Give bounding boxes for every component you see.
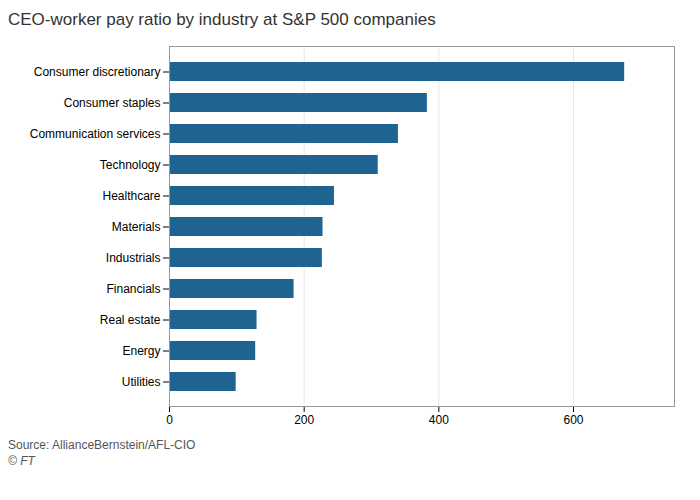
svg-text:Communication services: Communication services <box>30 127 161 141</box>
html-text:Source: AllianceBernstein/AFL-: Source: AllianceBernstein/AFL-CIO <box>8 438 196 452</box>
svg-text:Materials: Materials <box>112 220 161 234</box>
svg-text:0: 0 <box>166 413 173 427</box>
svg-text:Consumer discretionary: Consumer discretionary <box>34 65 161 79</box>
svg-text:Financials: Financials <box>106 282 160 296</box>
svg-text:Real estate: Real estate <box>100 313 161 327</box>
svg-text:Healthcare: Healthcare <box>102 189 160 203</box>
svg-text:400: 400 <box>429 413 449 427</box>
svg-text:200: 200 <box>294 413 314 427</box>
svg-text:Energy: Energy <box>122 344 160 358</box>
svg-text:Utilities: Utilities <box>122 375 161 389</box>
svg-text:Industrials: Industrials <box>106 251 161 265</box>
html-text:© FT: © FT <box>8 454 35 468</box>
html-text:CEO-worker pay ratio by indust: CEO-worker pay ratio by industry at S&P … <box>8 10 436 29</box>
svg-text:600: 600 <box>563 413 583 427</box>
svg-text:Technology: Technology <box>100 158 161 172</box>
svg-text:Consumer staples: Consumer staples <box>64 96 161 110</box>
